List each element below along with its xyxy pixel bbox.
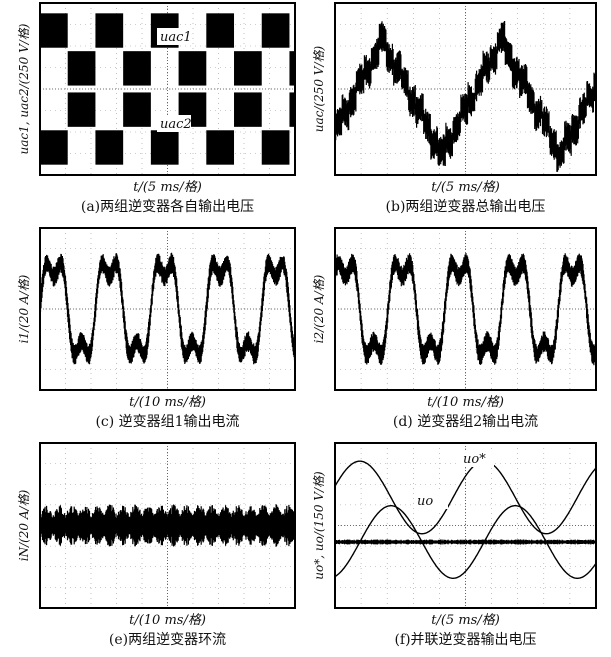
annotation: uo bbox=[417, 494, 433, 509]
y-axis-label: uac1, uac2/(250 V/格) bbox=[17, 23, 31, 154]
x-axis-label: t/(10 ms/格) bbox=[427, 395, 504, 410]
waveform bbox=[206, 130, 234, 164]
x-axis-label: t/(5 ms/格) bbox=[431, 613, 500, 628]
waveform bbox=[95, 130, 123, 164]
page: uac1, uac2/(250 V/格) t/(5 ms/格) (a)两组逆变器各自… bbox=[0, 0, 611, 657]
y-axis-label: uo*, uo/(150 V/格) bbox=[312, 471, 326, 580]
x-axis-label: t/(10 ms/格) bbox=[129, 395, 206, 410]
waveform bbox=[40, 13, 68, 47]
waveform bbox=[206, 13, 234, 47]
waveform bbox=[234, 92, 262, 126]
waveform bbox=[40, 504, 295, 547]
waveform bbox=[68, 92, 96, 126]
annotation: uo* bbox=[463, 452, 486, 467]
caption: (b)两组逆变器总输出电压 bbox=[386, 199, 546, 215]
caption: (e)两组逆变器环流 bbox=[109, 632, 226, 648]
caption: (c) 逆变器组1输出电流 bbox=[95, 414, 239, 430]
waveform bbox=[262, 130, 290, 164]
waveform bbox=[123, 92, 151, 126]
waveform bbox=[151, 130, 179, 164]
waveform bbox=[234, 51, 262, 85]
waveform bbox=[68, 51, 96, 85]
y-axis-label: i2/(20 A/格) bbox=[312, 274, 326, 343]
x-axis-label: t/(10 ms/格) bbox=[129, 613, 206, 628]
caption: (d) 逆变器组2输出电流 bbox=[393, 414, 538, 430]
waveform bbox=[123, 51, 151, 85]
y-axis-label: i1/(20 A/格) bbox=[17, 274, 31, 343]
x-axis-label: t/(5 ms/格) bbox=[133, 180, 202, 195]
annotation: uac2 bbox=[160, 117, 192, 132]
waveform bbox=[95, 13, 123, 47]
y-axis-label: uac/(250 V/格) bbox=[312, 45, 326, 132]
y-axis-label: iN/(20 A/格) bbox=[17, 489, 31, 561]
caption: (f)并联逆变器输出电压 bbox=[394, 632, 536, 648]
annotation: uac1 bbox=[160, 30, 192, 45]
waveform bbox=[40, 130, 68, 164]
waveform bbox=[179, 51, 207, 85]
waveform bbox=[262, 13, 290, 47]
caption: (a)两组逆变器各自输出电压 bbox=[81, 199, 254, 215]
figure: uac1, uac2/(250 V/格) t/(5 ms/格) (a)两组逆变器各自… bbox=[0, 0, 611, 653]
x-axis-label: t/(5 ms/格) bbox=[431, 180, 500, 195]
